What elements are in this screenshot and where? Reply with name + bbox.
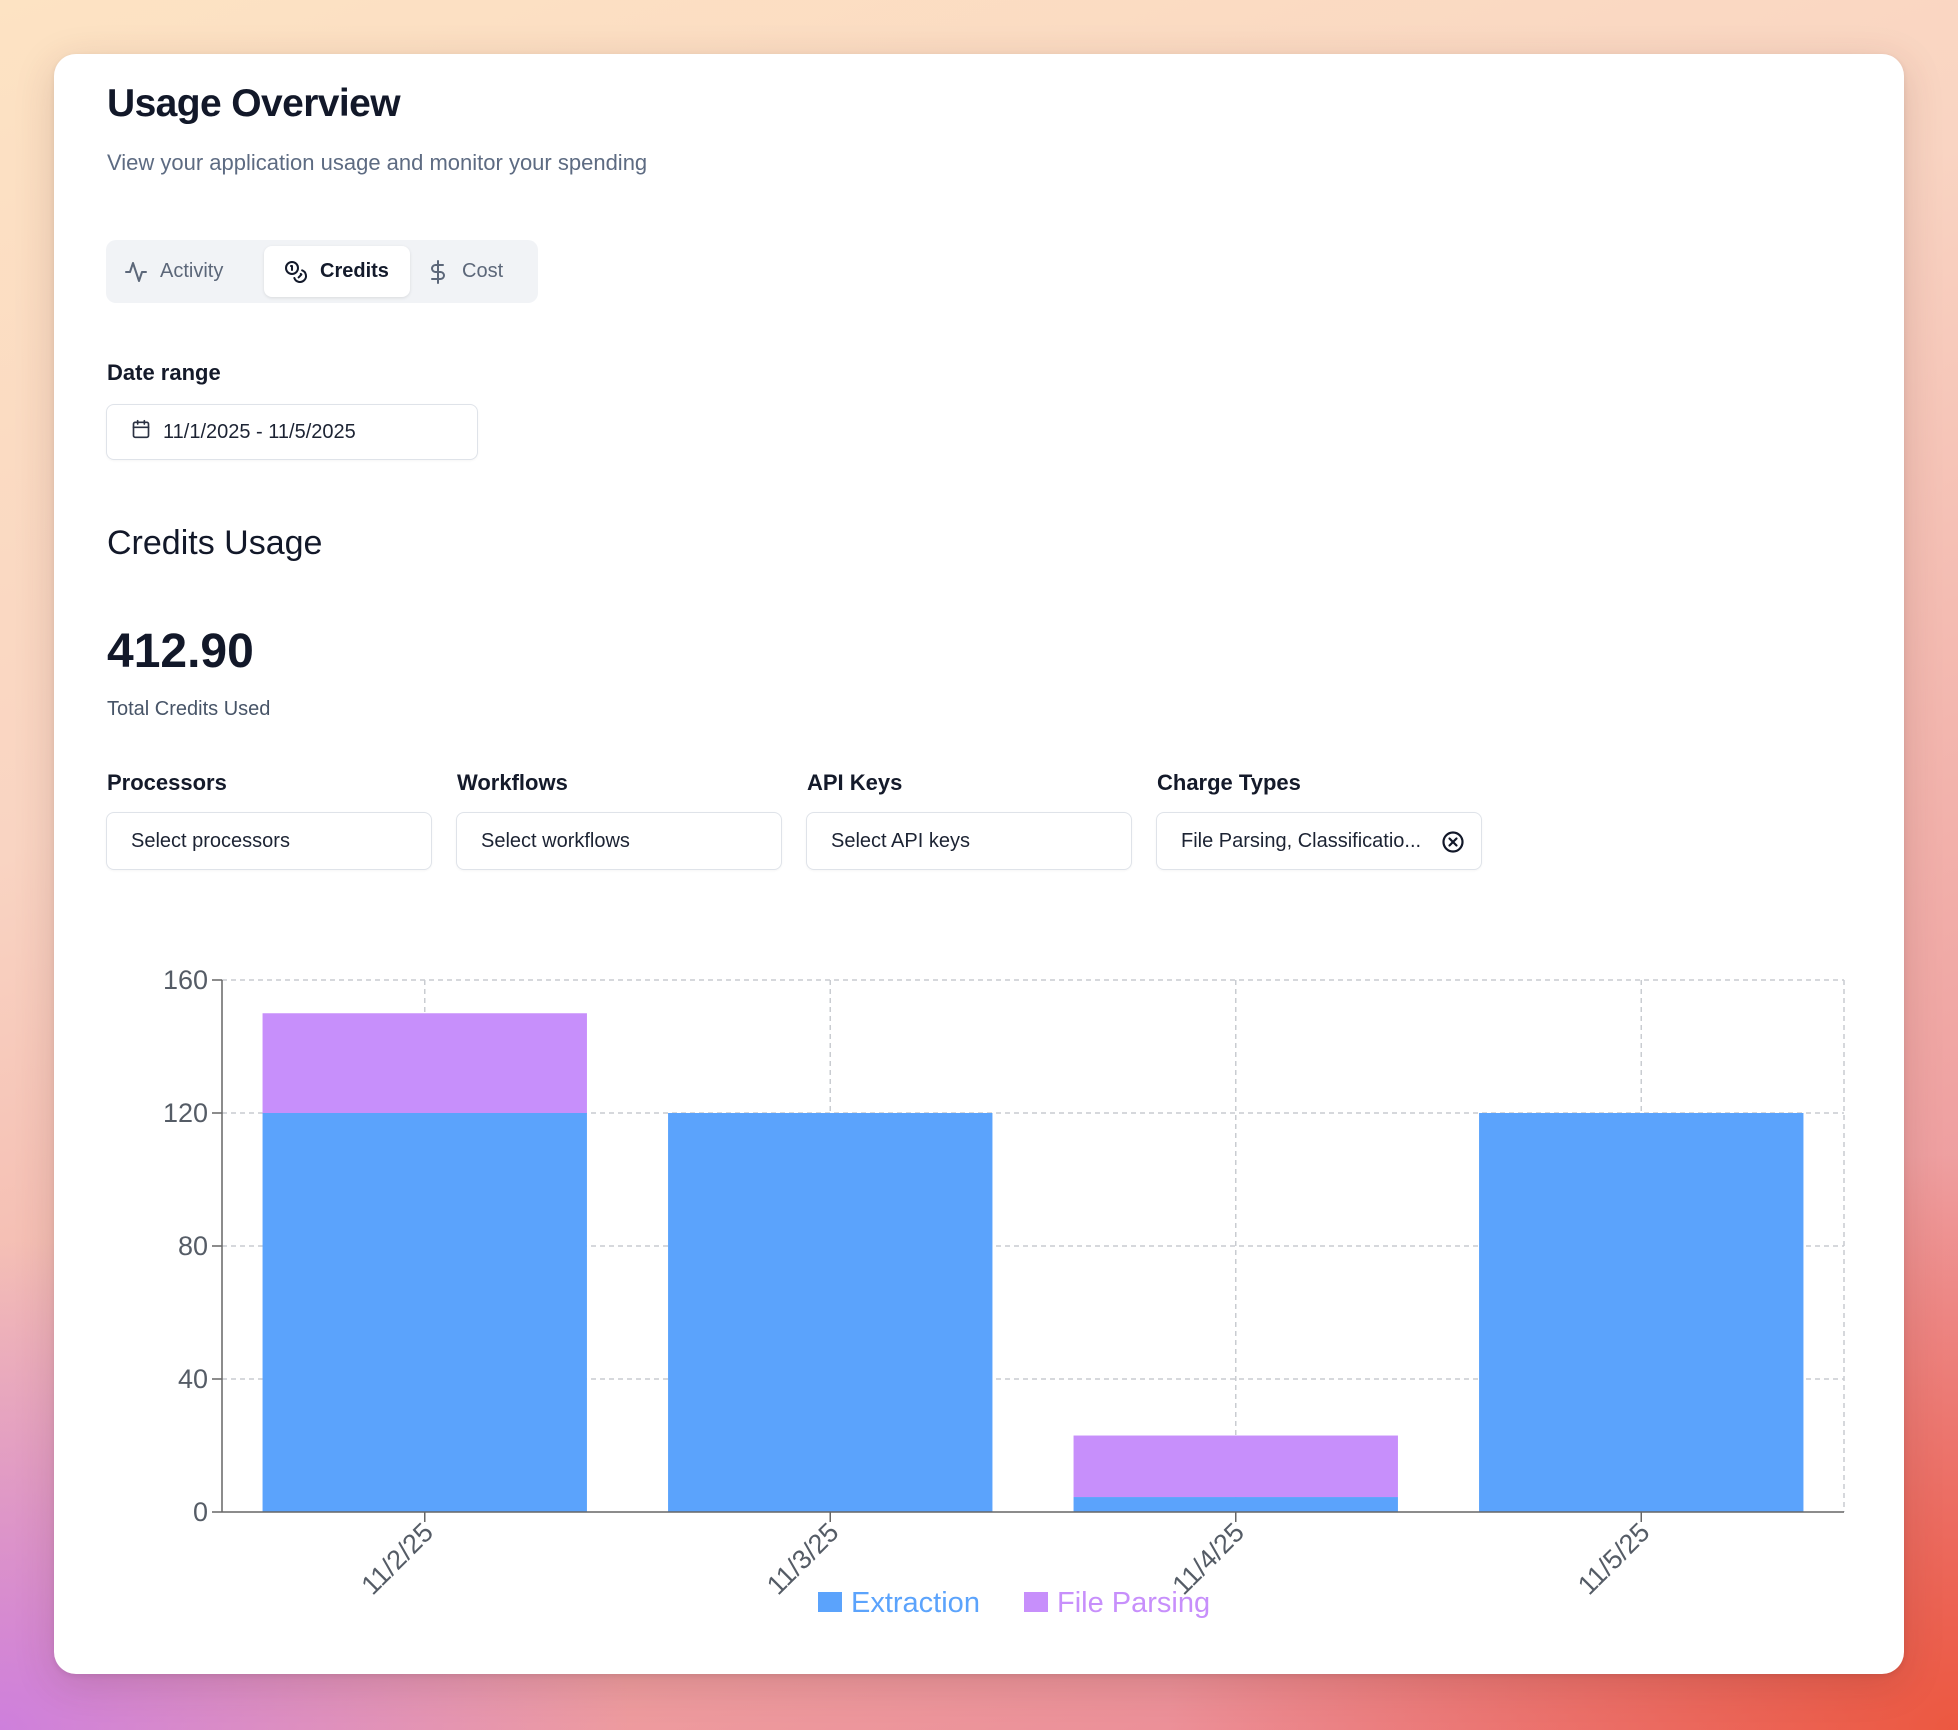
- api-keys-select-value: Select API keys: [831, 829, 970, 852]
- tab-cost[interactable]: Cost: [426, 246, 503, 297]
- legend-label: Extraction: [851, 1587, 980, 1619]
- processors-select[interactable]: Select processors: [106, 812, 432, 870]
- section-title: Credits Usage: [107, 524, 323, 562]
- activity-icon: [124, 260, 148, 284]
- bar-extraction: [1073, 1497, 1398, 1512]
- dollar-icon: [426, 259, 450, 285]
- bar-extraction: [1479, 1113, 1804, 1512]
- tab-activity[interactable]: Activity: [124, 246, 223, 297]
- clear-icon[interactable]: [1441, 830, 1465, 860]
- legend-label: File Parsing: [1057, 1587, 1210, 1619]
- x-tick-label: 11/2/25: [355, 1517, 439, 1601]
- workflows-select[interactable]: Select workflows: [456, 812, 782, 870]
- x-tick-label: 11/5/25: [1572, 1517, 1656, 1601]
- tab-activity-label: Activity: [160, 260, 224, 282]
- bar-extraction: [262, 1113, 587, 1512]
- tab-credits-label: Credits: [320, 260, 389, 282]
- legend-swatch: [818, 1592, 842, 1612]
- y-tick-label: 160: [163, 965, 208, 995]
- coins-icon: [284, 260, 308, 284]
- bar-file-parsing: [1073, 1435, 1398, 1498]
- processors-label: Processors: [107, 770, 227, 795]
- usage-card: Usage Overview View your application usa…: [54, 54, 1904, 1674]
- api-keys-label: API Keys: [807, 770, 903, 795]
- processors-select-value: Select processors: [131, 829, 290, 852]
- workflows-select-value: Select workflows: [481, 829, 630, 852]
- calendar-icon: [131, 419, 151, 445]
- page-subtitle: View your application usage and monitor …: [107, 150, 648, 175]
- x-tick-label: 11/3/25: [761, 1517, 845, 1601]
- bar-file-parsing: [262, 1013, 587, 1113]
- page-title: Usage Overview: [107, 82, 401, 125]
- date-range-picker[interactable]: 11/1/2025 - 11/5/2025: [106, 404, 478, 460]
- date-range-label: Date range: [107, 360, 221, 385]
- tab-bar: Activity Credits Cost: [106, 240, 538, 303]
- date-range-value: 11/1/2025 - 11/5/2025: [163, 420, 356, 443]
- legend-swatch: [1024, 1592, 1048, 1612]
- y-tick-label: 80: [178, 1231, 208, 1261]
- tab-cost-label: Cost: [462, 260, 504, 282]
- charge-types-label: Charge Types: [1157, 770, 1301, 795]
- charge-types-select-value: File Parsing, Classificatio...: [1181, 829, 1422, 852]
- charge-types-select[interactable]: File Parsing, Classificatio...: [1156, 812, 1482, 870]
- workflows-label: Workflows: [457, 770, 568, 795]
- total-credits-caption: Total Credits Used: [107, 698, 271, 720]
- bar-extraction: [668, 1113, 993, 1512]
- tab-credits[interactable]: Credits: [264, 246, 410, 297]
- y-tick-label: 120: [163, 1098, 208, 1128]
- y-tick-label: 0: [193, 1497, 208, 1527]
- y-tick-label: 40: [178, 1364, 208, 1394]
- total-credits-value: 412.90: [107, 625, 254, 678]
- api-keys-select[interactable]: Select API keys: [806, 812, 1132, 870]
